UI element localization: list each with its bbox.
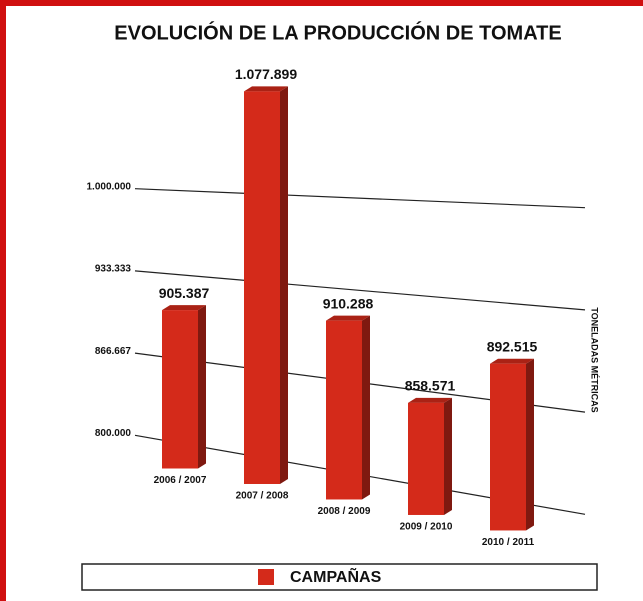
- bar: [490, 363, 526, 531]
- x-tick-label: 2010 / 2011: [482, 537, 535, 548]
- y-tick-label: 866.667: [95, 346, 132, 357]
- bar: [326, 320, 362, 500]
- grid-line: [134, 188, 586, 209]
- y-axis-label: TONELADAS MÉTRICAS: [590, 307, 600, 412]
- bar-top: [162, 305, 206, 311]
- chart-title: EVOLUCIÓN DE LA PRODUCCIÓN DE TOMATE: [114, 20, 561, 44]
- data-label: 1.077.899: [235, 66, 297, 82]
- legend-swatch: [258, 569, 274, 585]
- x-tick-label: 2006 / 2007: [154, 475, 207, 486]
- x-tick-label: 2008 / 2009: [318, 506, 371, 517]
- y-tick-label: 933.333: [95, 264, 132, 275]
- bar-side: [526, 358, 534, 531]
- data-label: 910.288: [323, 295, 374, 311]
- bar-side: [198, 305, 206, 469]
- bar-top: [408, 397, 452, 403]
- data-label: 858.571: [405, 378, 456, 394]
- bar-top: [490, 358, 534, 364]
- bar-side: [444, 397, 452, 515]
- data-label: 905.387: [159, 285, 210, 301]
- bar: [244, 91, 280, 484]
- y-tick-label: 1.000.000: [87, 181, 132, 192]
- bar-top: [244, 86, 288, 92]
- y-tick-label: 800.000: [95, 428, 132, 439]
- bar: [162, 310, 198, 469]
- grid-line: [134, 270, 586, 311]
- bar-side: [362, 315, 370, 500]
- bar-side: [280, 86, 288, 484]
- legend-box: [81, 563, 598, 591]
- data-label: 892.515: [487, 338, 538, 354]
- x-tick-label: 2007 / 2008: [236, 491, 289, 502]
- x-tick-label: 2009 / 2010: [400, 522, 453, 533]
- bar-top: [326, 315, 370, 321]
- legend-label: CAMPAÑAS: [290, 566, 382, 586]
- bar: [408, 402, 444, 515]
